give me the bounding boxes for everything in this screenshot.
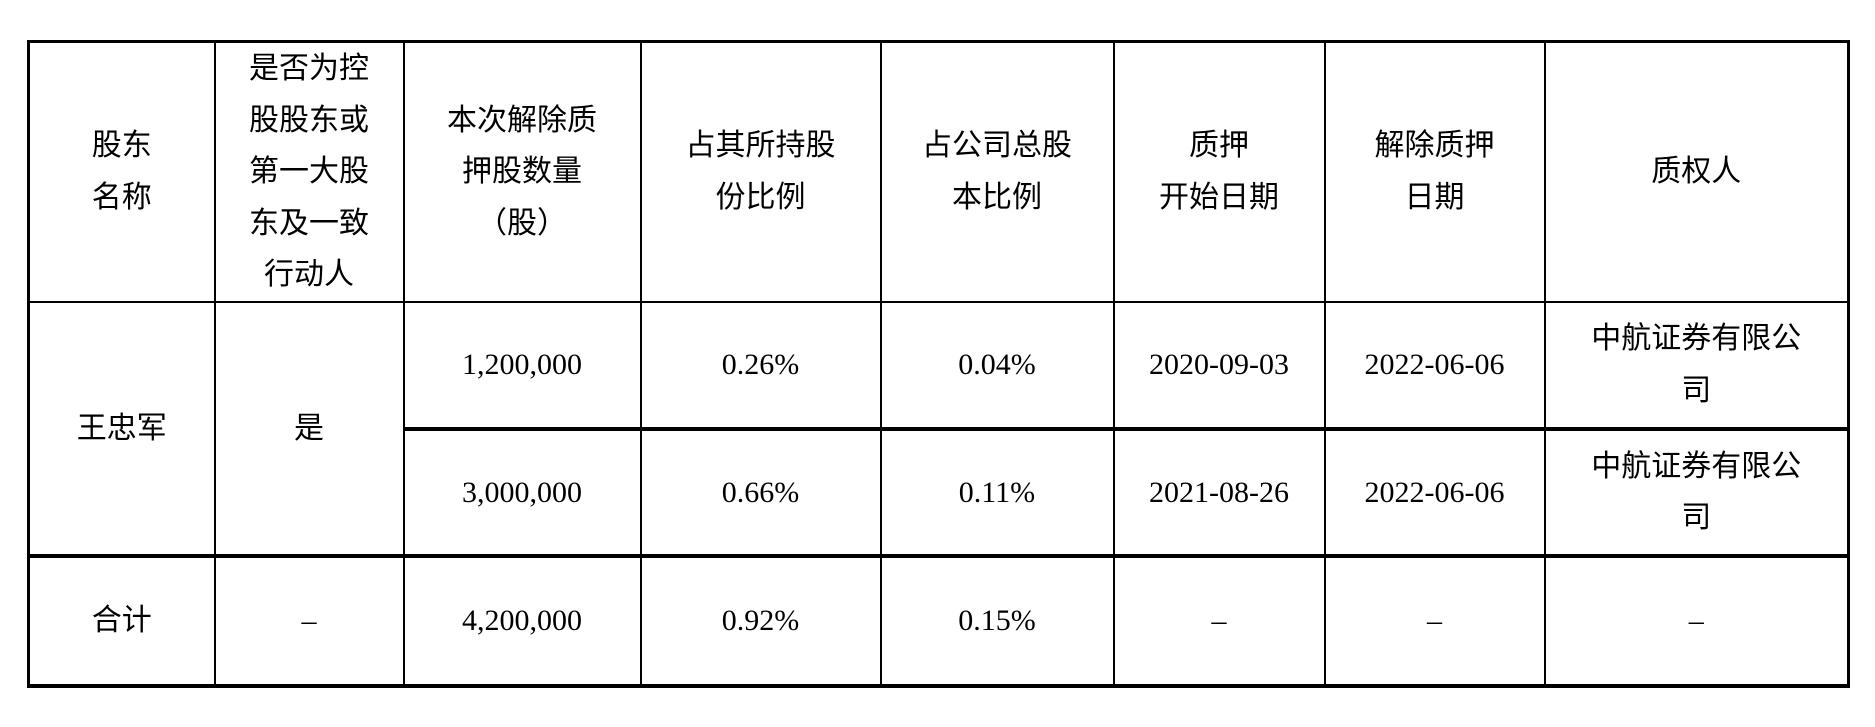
cell-shares-2: 3,000,000 (402, 426, 642, 557)
cell-pct-total-2: 0.11% (879, 426, 1115, 557)
pledge-row-1: 王忠军 是 1,200,000 0.26% 0.04% 2020-09-03 2… (27, 300, 1850, 557)
total-row: 合计 – 4,200,000 0.92% 0.15% – – – (27, 553, 1850, 687)
header-pledge-start-date: 质押 开始日期 (1112, 40, 1326, 303)
header-shareholder-name: 股东 名称 (27, 40, 216, 303)
header-pct-of-holding: 占其所持股 份比例 (639, 40, 882, 303)
cell-total-release-date: – (1323, 553, 1546, 687)
cell-pct-total-1: 0.04% (879, 300, 1115, 430)
share-pledge-release-table: 股东 名称 是否为控 股股东或 第一大股 东及一致 行动人 本次解除质 押股数量… (27, 40, 1850, 688)
cell-total-label: 合计 (27, 553, 216, 687)
cell-total-shares: 4,200,000 (402, 553, 642, 687)
header-pct-of-total-capital: 占公司总股 本比例 (879, 40, 1115, 303)
cell-start-date-2: 2021-08-26 (1112, 426, 1326, 557)
header-row: 股东 名称 是否为控 股股东或 第一大股 东及一致 行动人 本次解除质 押股数量… (27, 40, 1850, 303)
header-is-controlling-shareholder: 是否为控 股股东或 第一大股 东及一致 行动人 (213, 40, 405, 303)
cell-release-date-2: 2022-06-06 (1323, 426, 1546, 557)
cell-total-pct-total: 0.15% (879, 553, 1115, 687)
header-pledge-release-date: 解除质押 日期 (1323, 40, 1546, 303)
cell-shares-1: 1,200,000 (402, 300, 642, 430)
cell-total-pct-holding: 0.92% (639, 553, 882, 687)
cell-pct-holding-1: 0.26% (639, 300, 882, 430)
cell-pledgee-1: 中航证券有限公 司 (1543, 300, 1850, 430)
cell-pct-holding-2: 0.66% (639, 426, 882, 557)
cell-total-start-date: – (1112, 553, 1326, 687)
header-shares-released: 本次解除质 押股数量 （股） (402, 40, 642, 303)
cell-shareholder-name: 王忠军 (27, 300, 216, 557)
pledge-row-2: 3,000,000 0.66% 0.11% 2021-08-26 2022-06… (29, 426, 1850, 557)
cell-start-date-1: 2020-09-03 (1112, 300, 1326, 430)
cell-is-controlling: 是 (213, 300, 405, 557)
cell-total-pledgee: – (1543, 553, 1850, 687)
cell-pledgee-2: 中航证券有限公 司 (1543, 426, 1850, 557)
cell-release-date-1: 2022-06-06 (1323, 300, 1546, 430)
cell-total-is-controlling: – (213, 553, 405, 687)
header-pledgee: 质权人 (1543, 40, 1850, 303)
